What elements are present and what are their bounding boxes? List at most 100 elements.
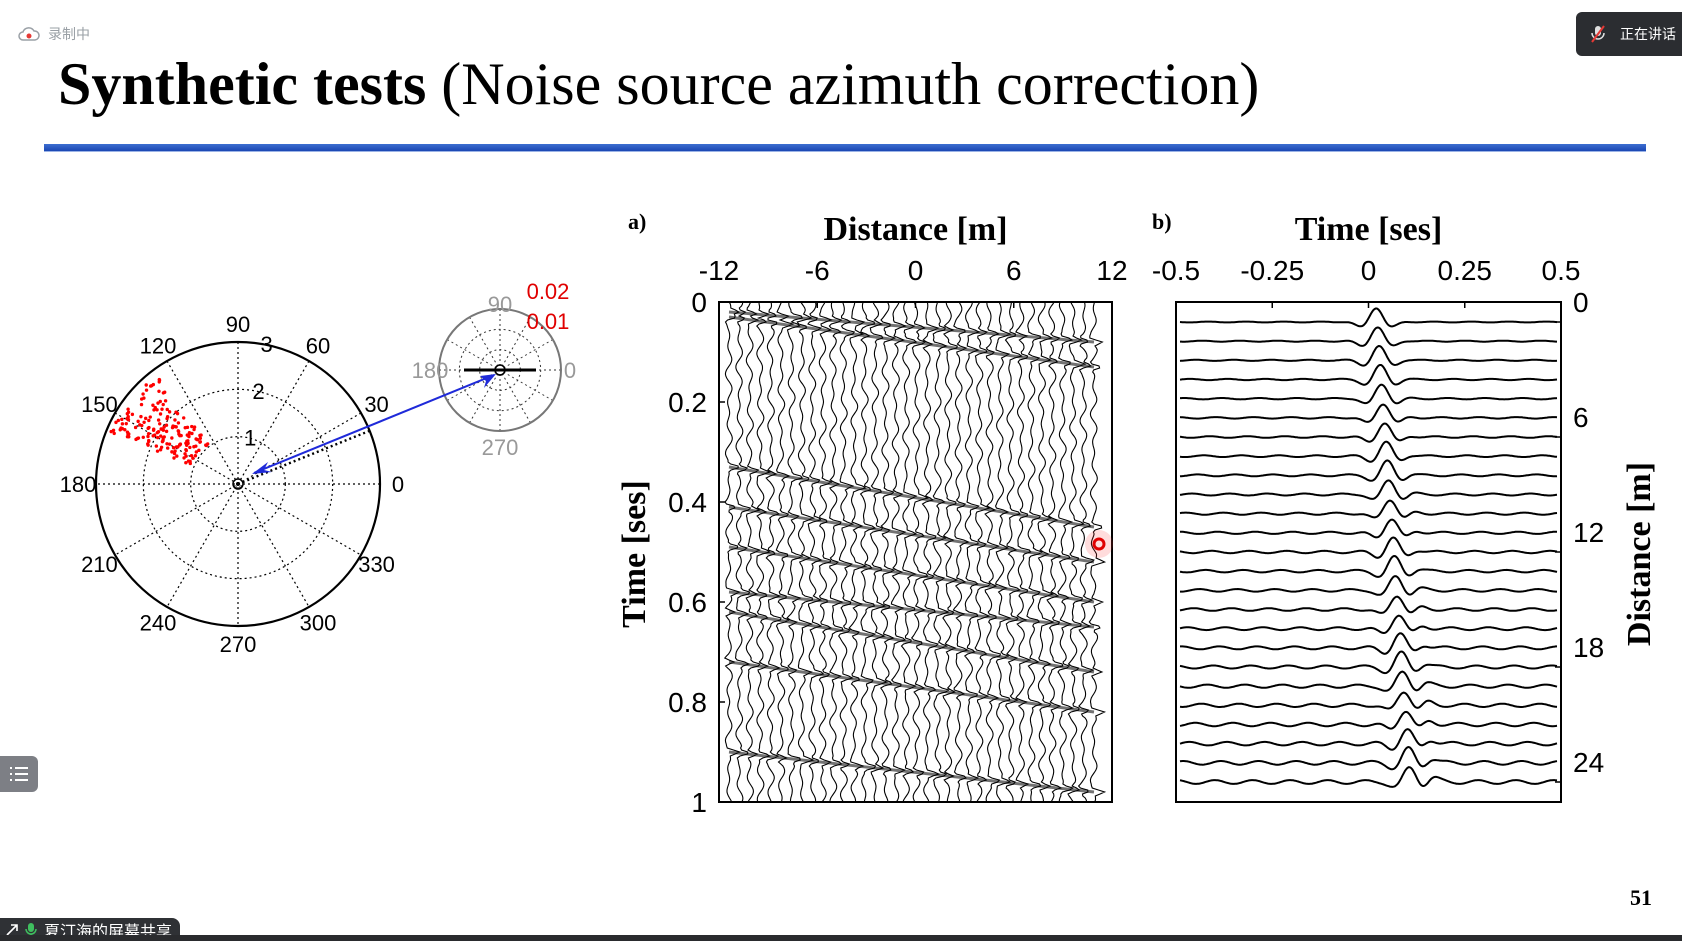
- noise-source-point: [165, 442, 169, 446]
- noise-source-point: [193, 454, 198, 458]
- noise-source-point: [125, 430, 130, 434]
- panel-a-traces: [723, 302, 1107, 802]
- polar-spoke: [166, 360, 310, 608]
- noise-source-point: [192, 427, 196, 432]
- panel-b-x-axis-title: Time [ses]: [1295, 211, 1443, 248]
- noise-source-point: [175, 411, 180, 416]
- noise-source-point: [155, 430, 160, 435]
- wavefield-trace: [838, 302, 856, 802]
- noise-source-point: [182, 416, 186, 420]
- noise-source-point: [144, 416, 148, 421]
- noise-source-point: [163, 399, 168, 403]
- noise-source-point: [151, 403, 155, 407]
- polar-radius-label: 1: [244, 425, 256, 450]
- bottom-bar: [0, 935, 1682, 941]
- noise-source-point: [184, 448, 189, 453]
- wavefield-trace: [974, 302, 992, 802]
- wavefield-trace: [1067, 302, 1087, 802]
- wavefield-trace: [921, 302, 941, 802]
- panel-a-wavefield: -12 -6 0 6 12 0 0.2 0.4 0.6 0.8 1 Distance [m] Time …: [616, 209, 1128, 818]
- noise-source-point: [126, 407, 130, 411]
- panel-a-x-tick-label: -6: [805, 255, 830, 286]
- polar-angle-label: 270: [220, 632, 257, 657]
- noise-source-point: [155, 449, 160, 453]
- polar-angle-label: 120: [140, 333, 177, 358]
- wavefield-trace: [880, 302, 897, 802]
- noise-source-point: [176, 445, 180, 449]
- correlation-trace: [1179, 403, 1558, 423]
- correlation-trace: [1179, 536, 1558, 559]
- noise-source-point: [134, 437, 138, 442]
- panel-a-y-tick-label: 0.2: [668, 387, 707, 418]
- panel-b-y-tick-label: 0: [1573, 287, 1589, 318]
- correlation-trace: [1179, 344, 1558, 367]
- noise-source-point: [136, 419, 140, 424]
- panel-b-label: b): [1152, 209, 1172, 234]
- wavefront-event: [728, 750, 1095, 794]
- polar-reference-ray: [237, 429, 371, 486]
- panel-b-x-tick-label: 0.25: [1438, 255, 1493, 286]
- noise-source-point: [186, 441, 190, 446]
- wavefield-trace: [952, 302, 970, 802]
- slide-title-bold: Synthetic tests: [58, 51, 427, 117]
- panel-a-x-tick-label: 0: [908, 255, 924, 286]
- noise-source-point: [161, 428, 166, 432]
- correlation-trace: [1179, 499, 1558, 519]
- panel-a-label: a): [628, 209, 646, 234]
- noise-source-point: [142, 396, 146, 400]
- noise-source-point: [146, 434, 150, 439]
- panel-b-y-axis-title: Distance [m]: [1621, 462, 1658, 646]
- correlation-trace: [1179, 307, 1558, 328]
- recording-label: 录制中: [48, 26, 90, 42]
- noise-source-point: [175, 454, 179, 458]
- wavefield-trace: [1037, 302, 1055, 802]
- wavefront-event: [728, 505, 1095, 564]
- cloud-record-icon: [18, 27, 40, 41]
- noise-source-point: [165, 446, 170, 450]
- panel-a-x-tick-label: -12: [699, 255, 739, 286]
- small-polar-plot: 0 90 180 270 0.01 0.02: [412, 279, 576, 460]
- noise-source-point: [172, 451, 177, 456]
- noise-source-point: [176, 429, 180, 433]
- panel-b-y-tick-label: 18: [1573, 632, 1604, 663]
- noise-source-point: [127, 435, 131, 439]
- noise-source-point: [126, 414, 130, 419]
- wavefield-trace: [890, 302, 907, 802]
- small-polar-radius-label: 0.01: [527, 309, 570, 334]
- speaking-indicator[interactable]: 正在讲话: [1576, 12, 1682, 56]
- noise-source-point: [178, 442, 183, 446]
- title-underline: [44, 144, 1646, 152]
- noise-source-point: [151, 428, 156, 432]
- polar-center-marker: [232, 478, 244, 490]
- polar-angle-label: 60: [306, 333, 330, 358]
- polar-angle-label: 90: [226, 312, 250, 337]
- wavefield-trace: [859, 302, 877, 802]
- polar-radius-label: 2: [252, 379, 264, 404]
- noise-source-point: [120, 417, 124, 422]
- panel-a-x-axis-title: Distance [m]: [823, 211, 1007, 248]
- wavefield-trace: [869, 302, 889, 802]
- correlation-trace: [1179, 459, 1558, 482]
- noise-source-point: [126, 417, 130, 422]
- panel-a-x-tick-label: 12: [1096, 255, 1127, 286]
- wavefield-trace: [1077, 302, 1095, 802]
- panel-b-x-tick-label: 0: [1361, 255, 1377, 286]
- wavefield-trace: [942, 302, 959, 802]
- noise-source-point: [157, 380, 161, 384]
- noise-source-point: [130, 412, 135, 417]
- noise-source-point: [165, 414, 170, 419]
- correlation-trace: [1179, 728, 1558, 751]
- noise-source-point: [159, 445, 164, 450]
- noise-source-point: [112, 431, 116, 436]
- noise-source-point: [119, 426, 123, 430]
- noise-source-point: [123, 428, 127, 432]
- small-polar-radius-label: 0.02: [527, 279, 570, 304]
- wavefield-trace: [1026, 302, 1044, 802]
- noise-source-point: [161, 402, 165, 407]
- outline-toggle-button[interactable]: [0, 756, 38, 792]
- noise-source-point: [170, 450, 174, 454]
- noise-source-point: [173, 418, 177, 422]
- polar-grid-circle: [190, 436, 286, 532]
- wavefield-trace: [994, 302, 1012, 802]
- small-polar-angle-label: 90: [488, 292, 512, 317]
